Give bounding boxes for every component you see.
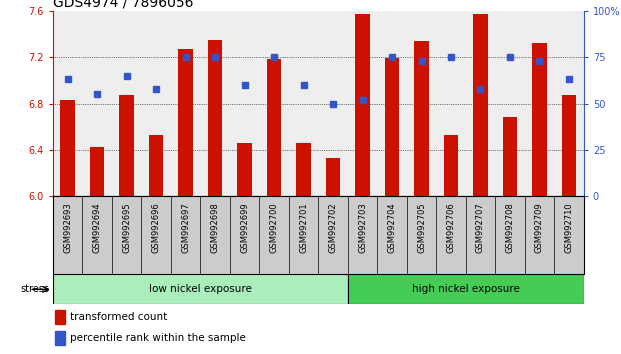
Bar — [89, 147, 104, 196]
Text: GSM992696: GSM992696 — [152, 203, 160, 253]
Bar — [60, 100, 75, 196]
Text: GSM992710: GSM992710 — [564, 203, 573, 253]
Bar — [55, 310, 65, 324]
Bar — [561, 96, 576, 196]
Text: GSM992694: GSM992694 — [93, 203, 101, 253]
Bar — [325, 158, 340, 196]
Bar — [296, 143, 311, 196]
Text: GDS4974 / 7896056: GDS4974 / 7896056 — [53, 0, 193, 10]
Bar — [178, 49, 193, 196]
Text: stress: stress — [20, 284, 50, 295]
Text: GSM992703: GSM992703 — [358, 203, 367, 253]
Bar — [119, 96, 134, 196]
Text: GSM992709: GSM992709 — [535, 203, 544, 253]
Text: GSM992707: GSM992707 — [476, 203, 485, 253]
Bar — [414, 41, 429, 196]
Text: GSM992695: GSM992695 — [122, 203, 131, 253]
Text: GSM992704: GSM992704 — [388, 203, 396, 253]
Text: GSM992701: GSM992701 — [299, 203, 308, 253]
Bar — [148, 135, 163, 196]
Bar — [443, 135, 458, 196]
Bar — [502, 118, 517, 196]
Bar — [473, 14, 488, 196]
Text: GSM992702: GSM992702 — [329, 203, 337, 253]
Bar — [266, 59, 281, 196]
Bar — [355, 14, 370, 196]
Bar — [348, 274, 584, 304]
Text: GSM992693: GSM992693 — [63, 203, 72, 253]
Bar — [207, 40, 222, 196]
Bar — [384, 58, 399, 196]
Bar — [55, 331, 65, 345]
Text: percentile rank within the sample: percentile rank within the sample — [70, 333, 246, 343]
Text: GSM992706: GSM992706 — [446, 203, 455, 253]
Bar — [532, 43, 547, 196]
Text: GSM992705: GSM992705 — [417, 203, 426, 253]
Bar — [237, 143, 252, 196]
Text: GSM992700: GSM992700 — [270, 203, 278, 253]
Text: GSM992698: GSM992698 — [211, 203, 219, 253]
Text: transformed count: transformed count — [70, 312, 167, 322]
Text: GSM992697: GSM992697 — [181, 203, 190, 253]
Text: GSM992708: GSM992708 — [505, 203, 514, 253]
Text: GSM992699: GSM992699 — [240, 203, 249, 253]
Bar — [53, 274, 348, 304]
Text: low nickel exposure: low nickel exposure — [149, 284, 252, 295]
Text: high nickel exposure: high nickel exposure — [412, 284, 520, 295]
